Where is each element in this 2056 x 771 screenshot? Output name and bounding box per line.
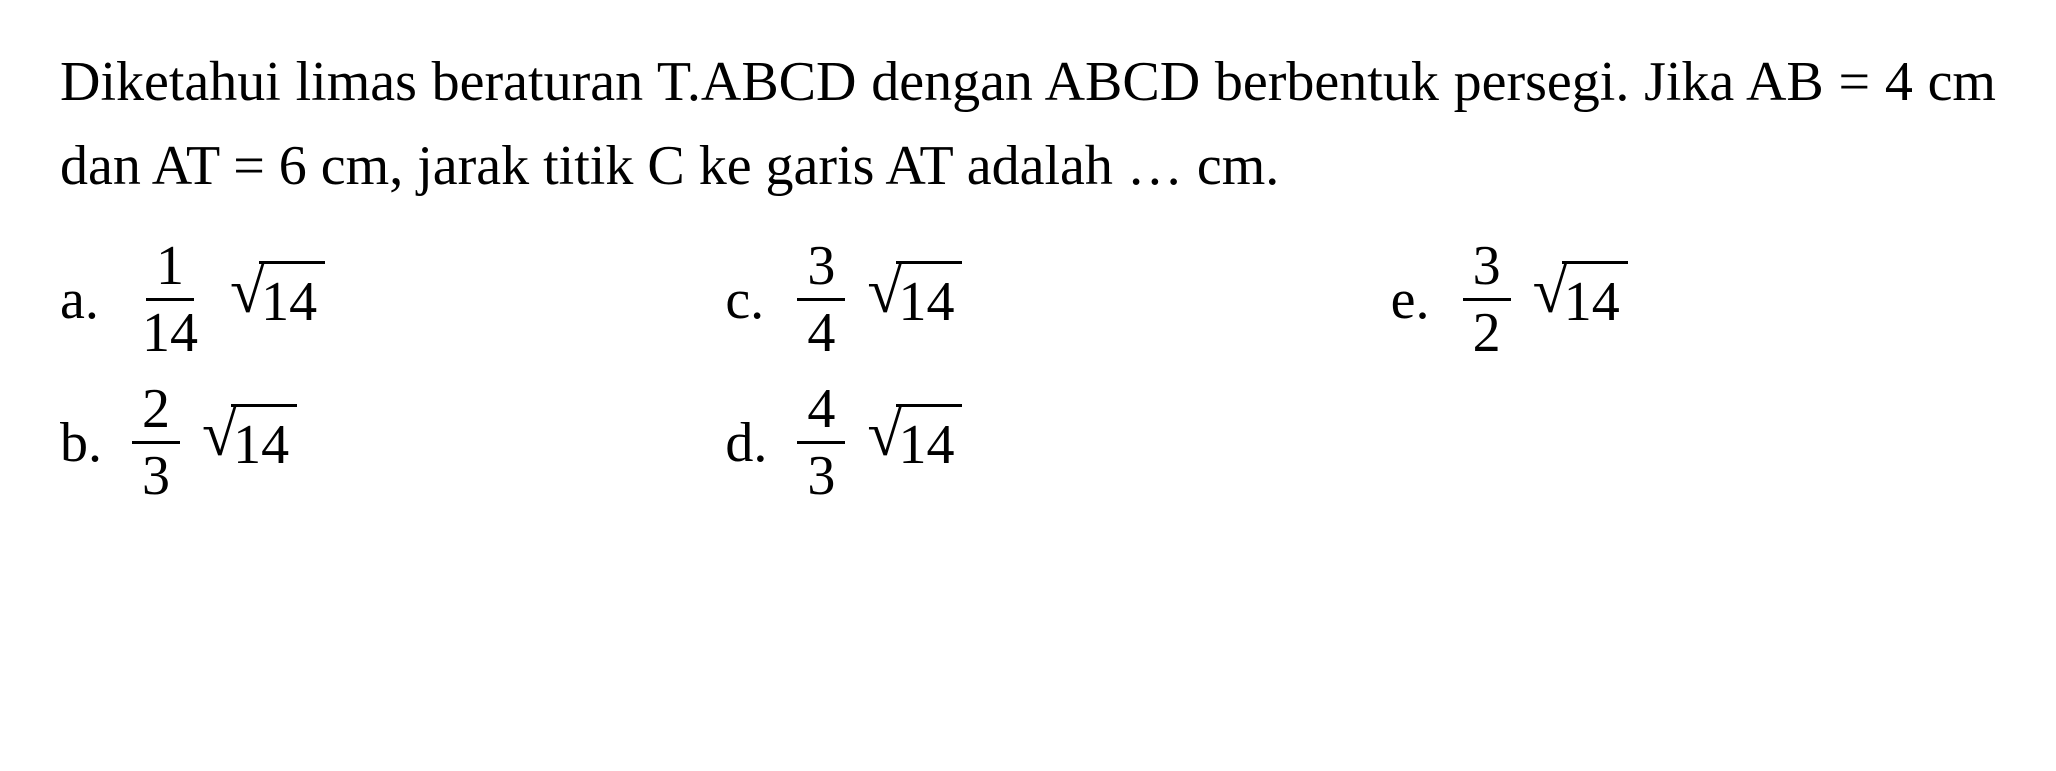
option-a-label: a.: [60, 268, 110, 332]
option-d-sqrt: √ 14: [867, 404, 962, 482]
option-b-denominator: 3: [132, 444, 180, 504]
option-c-fraction: 3 4: [797, 238, 845, 361]
option-c-denominator: 4: [797, 301, 845, 361]
option-a-denominator: 14: [132, 301, 208, 361]
sqrt-icon: √: [867, 402, 902, 466]
option-c-numerator: 3: [797, 238, 845, 301]
option-e-sqrt: √ 14: [1533, 261, 1628, 339]
option-b-numerator: 2: [132, 381, 180, 444]
option-d: d. 4 3 √ 14: [725, 381, 1330, 504]
option-c-sqrt: √ 14: [867, 261, 962, 339]
option-d-numerator: 4: [797, 381, 845, 444]
option-d-label: d.: [725, 411, 775, 475]
option-a-sqrt: √ 14: [230, 261, 325, 339]
options-container: a. 1 14 √ 14 c. 3 4 √ 14 e. 3 2 √ 14: [60, 238, 1996, 504]
sqrt-icon: √: [230, 259, 265, 323]
option-d-fraction: 4 3: [797, 381, 845, 504]
option-e: e. 3 2 √ 14: [1391, 238, 1996, 361]
option-e-numerator: 3: [1463, 238, 1511, 301]
option-c-label: c.: [725, 268, 775, 332]
option-e-fraction: 3 2: [1463, 238, 1511, 361]
sqrt-icon: √: [867, 259, 902, 323]
option-c-radicand: 14: [896, 261, 962, 339]
option-b: b. 2 3 √ 14: [60, 381, 665, 504]
sqrt-icon: √: [1533, 259, 1568, 323]
option-b-sqrt: √ 14: [202, 404, 297, 482]
question-text: Diketahui limas beraturan T.ABCD dengan …: [60, 40, 1996, 208]
option-e-radicand: 14: [1562, 261, 1628, 339]
option-e-label: e.: [1391, 268, 1441, 332]
sqrt-icon: √: [202, 402, 237, 466]
option-b-fraction: 2 3: [132, 381, 180, 504]
option-a-radicand: 14: [259, 261, 325, 339]
option-d-denominator: 3: [797, 444, 845, 504]
option-e-denominator: 2: [1463, 301, 1511, 361]
option-b-label: b.: [60, 411, 110, 475]
option-c: c. 3 4 √ 14: [725, 238, 1330, 361]
option-a: a. 1 14 √ 14: [60, 238, 665, 361]
option-a-fraction: 1 14: [132, 238, 208, 361]
option-d-radicand: 14: [896, 404, 962, 482]
option-a-numerator: 1: [146, 238, 194, 301]
option-b-radicand: 14: [231, 404, 297, 482]
